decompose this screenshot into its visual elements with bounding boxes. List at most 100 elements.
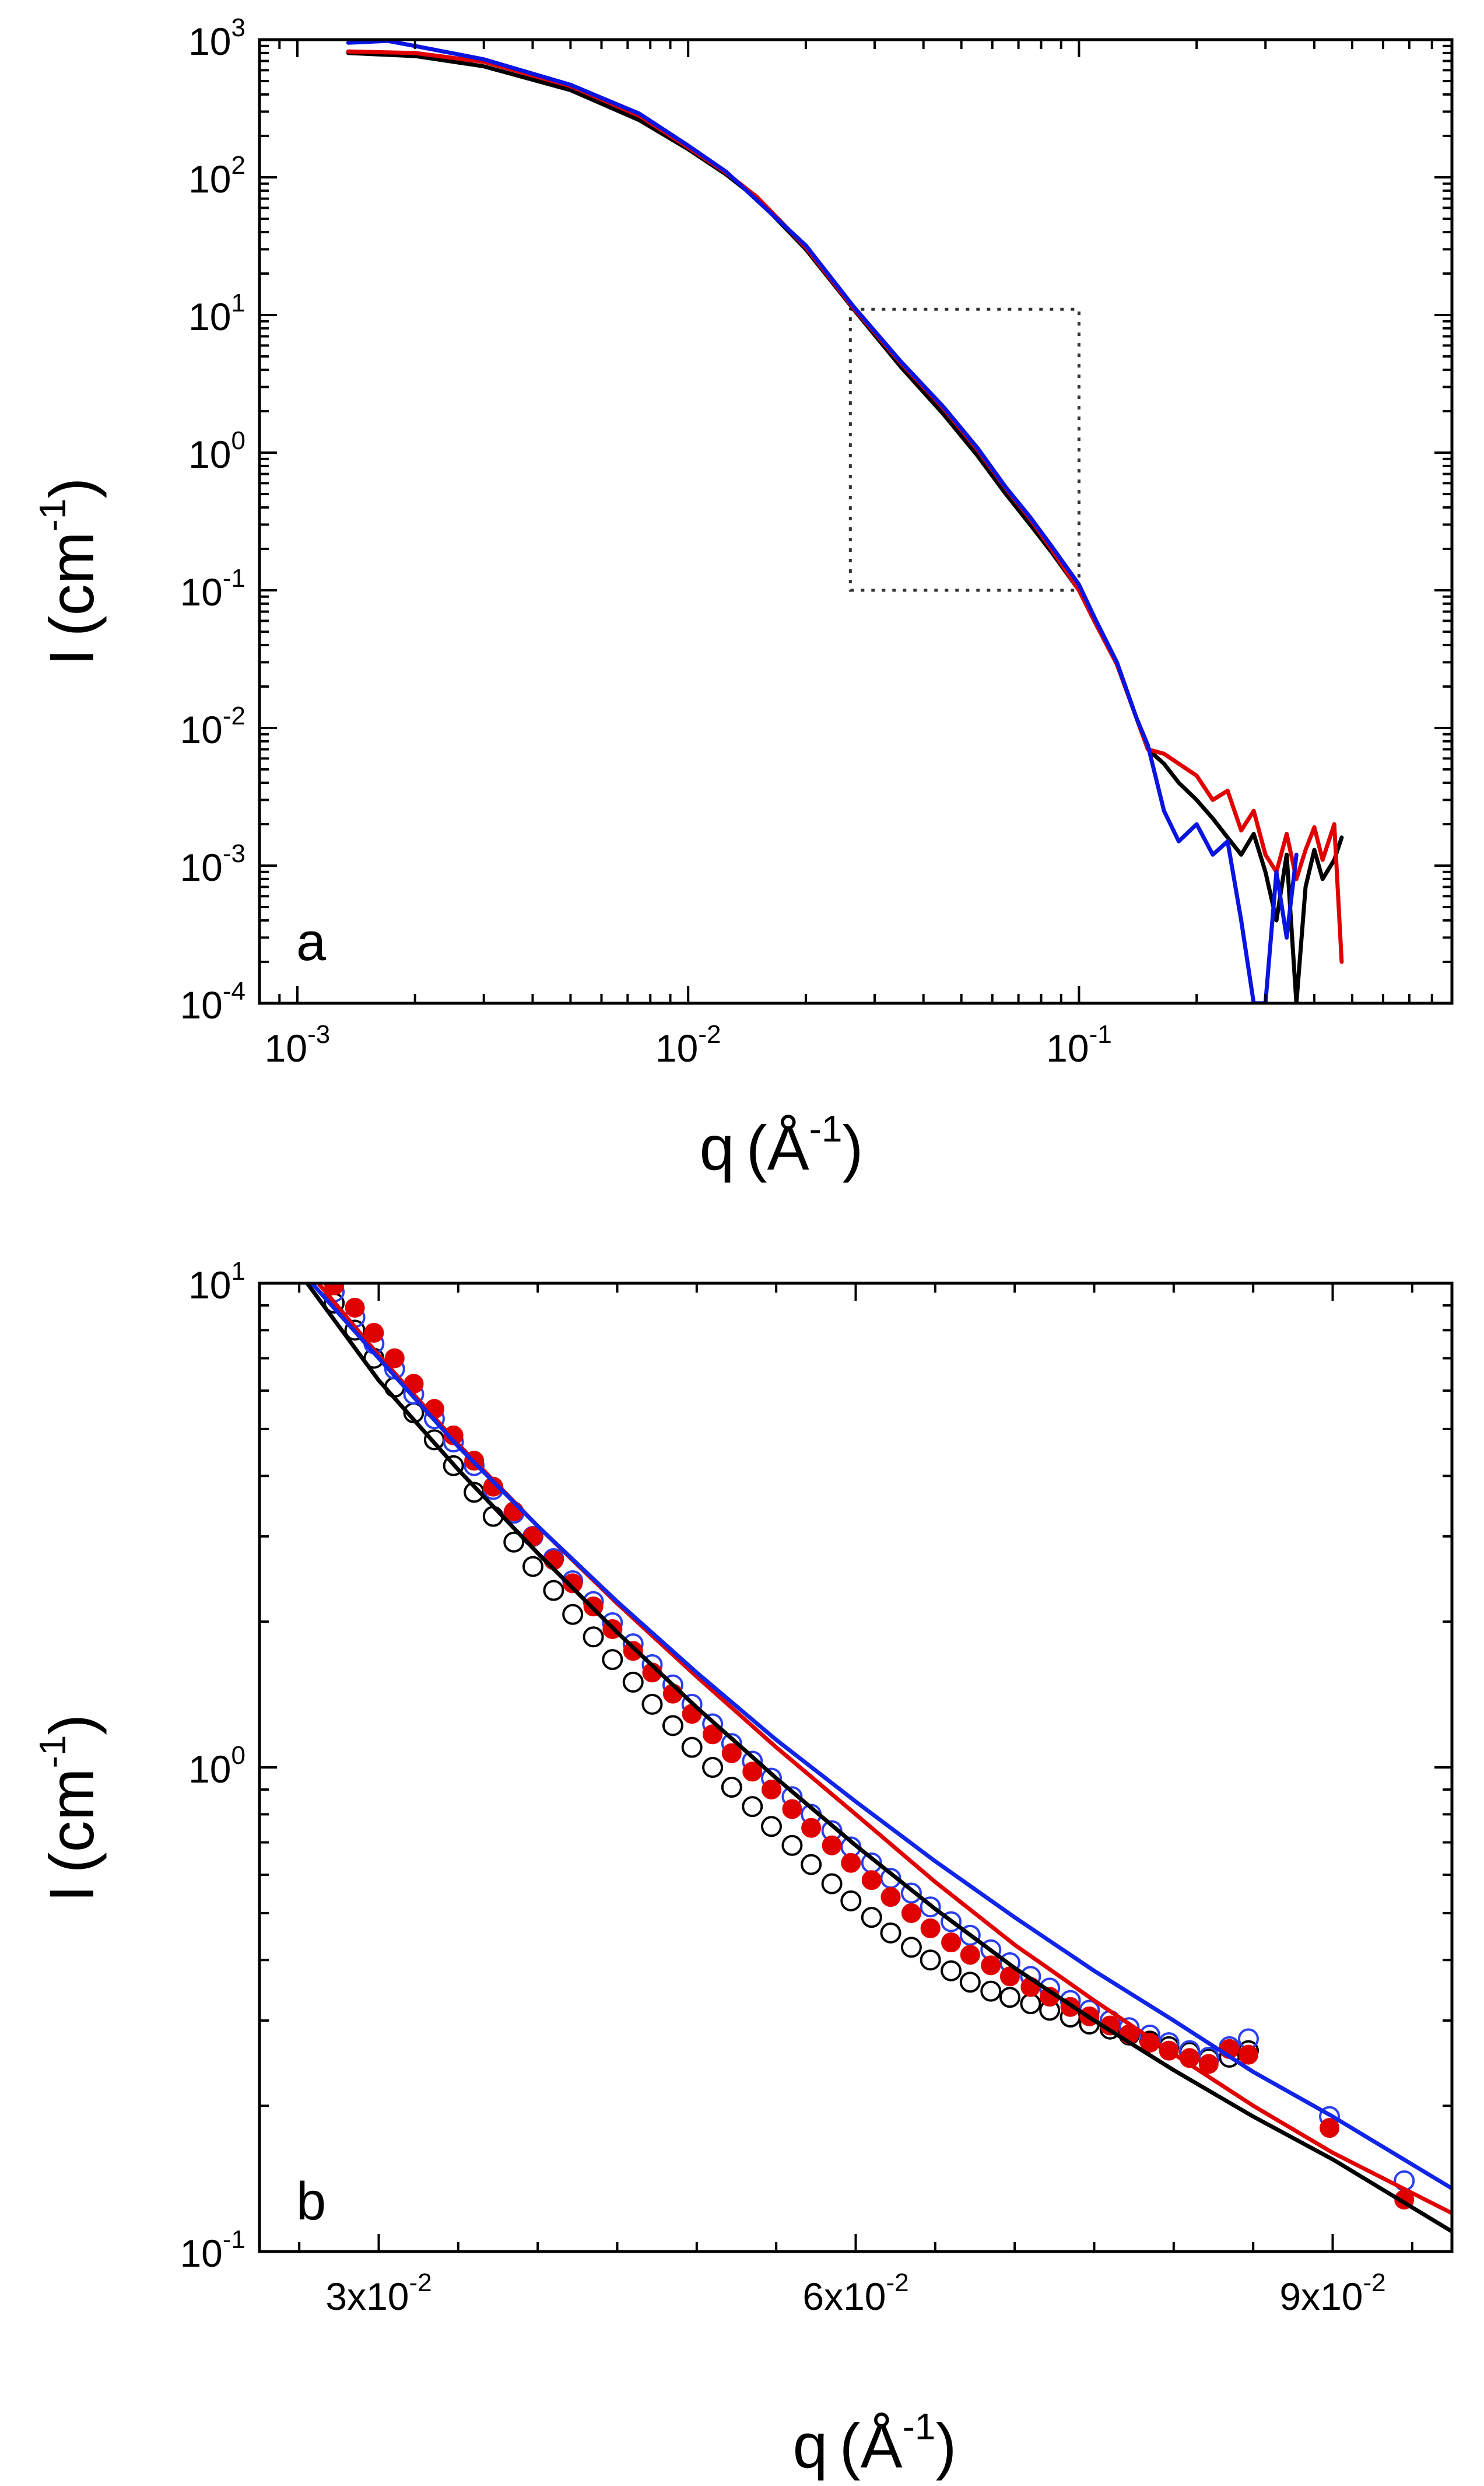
panel-b-series-black-data-point: [622, 1671, 644, 1693]
panel-a-x-axis-close-paren: ): [843, 1112, 864, 1183]
panel-b-x-axis-symbol: q: [793, 2410, 828, 2481]
panel-b-series-red-data-point: [782, 1799, 802, 1819]
panel-a-y-tick-label-7-exp: 3: [231, 13, 245, 42]
panel-a-series-black-line: [346, 51, 1344, 1003]
panel-b-series-red-data-point: [822, 1835, 842, 1855]
panel-b-series-black-data-point: [721, 1776, 742, 1798]
panel-a-axes-frame: [258, 38, 1454, 1005]
panel-a-y-tick-label-7-base: 10: [188, 20, 231, 63]
panel-b-series-blue-fit-line: [310, 1283, 1452, 2191]
panel-b-series-black-data-point: [821, 1873, 843, 1895]
panel-a-y-tick-label-6-base: 10: [188, 157, 231, 201]
panel-b-series-red-data-point: [1198, 2054, 1219, 2074]
panel-b-series-black-data-point: [681, 1736, 703, 1758]
panel-b-axes-frame: [258, 1281, 1454, 2253]
panel-a-y-tick-label-3-exp: -1: [223, 564, 245, 593]
panel-b-series-blue-data-point: [941, 1911, 962, 1932]
panel-a-y-tick-label-6: 102: [188, 151, 245, 201]
panel-b-series-red-data-point: [981, 1955, 1001, 1976]
panel-b-x-tick-label-1-base: 6x10: [802, 2275, 886, 2318]
panel-a-x-tick-label-1-exp: -2: [698, 1020, 721, 1049]
panel-b-series-black-data-point: [662, 1715, 683, 1736]
panel-b-y-axis-title: I (cm-1): [31, 1714, 107, 1903]
panel-a-y-axis-close-paren: ): [36, 478, 107, 499]
panel-b-y-tick-label-2: 101: [188, 1257, 245, 1307]
panel-b-series-red-data-point: [861, 1870, 882, 1890]
panel-b-series-group: [305, 1283, 1452, 2234]
panel-a-y-axis-unit-exp: -1: [31, 499, 73, 532]
panel-b-x-axis-unit-base: Å: [861, 2410, 903, 2481]
panel-b-series-black-data-point: [522, 1556, 543, 1577]
panel-b-series-black-data-point: [583, 1626, 604, 1648]
panel-b-x-axis-unit-exp: -1: [903, 2406, 936, 2448]
panel-b-series-red-data-point: [761, 1779, 781, 1799]
panel-a-y-tick-label-5-base: 10: [188, 295, 231, 338]
panel-b-series-red-data-point: [841, 1853, 861, 1873]
panel-b-x-tick-label-1-exp: -2: [886, 2268, 909, 2297]
panel-b-series-black-data-point: [760, 1816, 782, 1837]
panel-a-x-axis-unit-base: Å: [767, 1112, 809, 1183]
panel-b-series-black-data-point: [840, 1890, 862, 1911]
panel-b-series-black-data-point: [344, 1319, 366, 1341]
panel-a-x-tick-label-1-base: 10: [655, 1027, 698, 1070]
panel-b-series-black-data-point: [959, 1972, 981, 1993]
panel-b-series-black-data-point: [482, 1505, 504, 1527]
panel-a-x-axis-unit: (: [746, 1112, 767, 1183]
panel-b-series-red-data-point: [384, 1348, 405, 1368]
panel-b-series-red-data-point: [801, 1818, 822, 1838]
panel-b-y-axis-open-paren: (: [36, 1852, 107, 1873]
panel-b-series-blue-data-point: [900, 1882, 922, 1904]
panel-b-series-red-data-point: [960, 1945, 980, 1965]
panel-b-x-tick-label-1: 6x10-2: [802, 2268, 908, 2318]
panel-b-x-tick-label-0: 3x10-2: [325, 2268, 431, 2318]
panel-a-y-tick-label-4-exp: 0: [231, 426, 245, 455]
panel-a-y-tick-label-0-exp: -4: [223, 977, 245, 1006]
panel-b-series-black-fit-line: [305, 1283, 1452, 2234]
panel-a-y-tick-label-1-base: 10: [180, 846, 222, 889]
zoom-region-box: [848, 307, 1080, 592]
panel-a-y-tick-label-1: 10-3: [180, 839, 245, 889]
panel-b-x-axis-close-paren: ): [936, 2410, 957, 2481]
panel-a-x-tick-label-2-base: 10: [1046, 1027, 1089, 1070]
panel-b-series-black-data-point: [900, 1937, 922, 1958]
panel-b-series-black-data-point: [742, 1796, 763, 1818]
panel-a-series-group: [346, 40, 1344, 1003]
panel-a-y-axis-unit-base: cm: [36, 531, 107, 615]
panel-a-x-tick-label-2: 10-1: [1046, 1020, 1112, 1070]
panel-b-y-tick-label-2-base: 10: [188, 1263, 231, 1307]
panel-b-series-red-data-point: [999, 1966, 1020, 1987]
panel-b-series-red-data-point: [1238, 2044, 1258, 2065]
panel-b-series-black-data-point: [999, 1987, 1020, 2008]
panel-b-label: b: [296, 2172, 326, 2231]
panel-a-plot-area: [346, 40, 1344, 1003]
panel-b-series-red-data-point: [1320, 2118, 1340, 2138]
panel-b-series-black-data-point: [562, 1603, 584, 1625]
panel-b-y-axis-symbol: I: [36, 1885, 107, 1902]
panel-a-y-tick-label-7: 103: [188, 13, 245, 63]
panel-b-y-axis-unit-base: cm: [36, 1768, 107, 1852]
panel-b-series-blue-data-point: [959, 1924, 981, 1946]
panel-a-x-axis-unit-exp: -1: [809, 1108, 843, 1150]
panel-b-series-black-data-point: [861, 1907, 882, 1928]
panel-b-series-red-data-point: [941, 1932, 962, 1953]
panel-a-x-tick-label-1: 10-2: [655, 1020, 721, 1070]
panel-b-series-red-data-point: [721, 1743, 742, 1763]
panel-b-x-tick-label-2-base: 9x10: [1279, 2275, 1363, 2318]
panel-b-series-red-data-point: [880, 1887, 901, 1907]
panel-b-series-red-data-point: [623, 1641, 643, 1661]
panel-b-series-red-data-point: [324, 1283, 345, 1295]
panel-b-series-black-data-point: [980, 1980, 1002, 2002]
panel-a-x-axis-symbol: q: [700, 1112, 735, 1183]
panel-a-y-tick-label-0: 10-4: [180, 977, 245, 1027]
panel-a-y-tick-label-4-base: 10: [188, 433, 231, 476]
panel-b-x-tick-label-0-exp: -2: [409, 2268, 432, 2297]
panel-a-x-tick-label-2-exp: -1: [1089, 1020, 1112, 1049]
panel-b-series-red-data-point: [703, 1724, 723, 1745]
panel-a-y-tick-label-2: 10-2: [180, 702, 245, 751]
panel-b-series-black-data-point: [702, 1757, 724, 1778]
panel-b-y-tick-label-0: 10-1: [180, 2225, 245, 2275]
